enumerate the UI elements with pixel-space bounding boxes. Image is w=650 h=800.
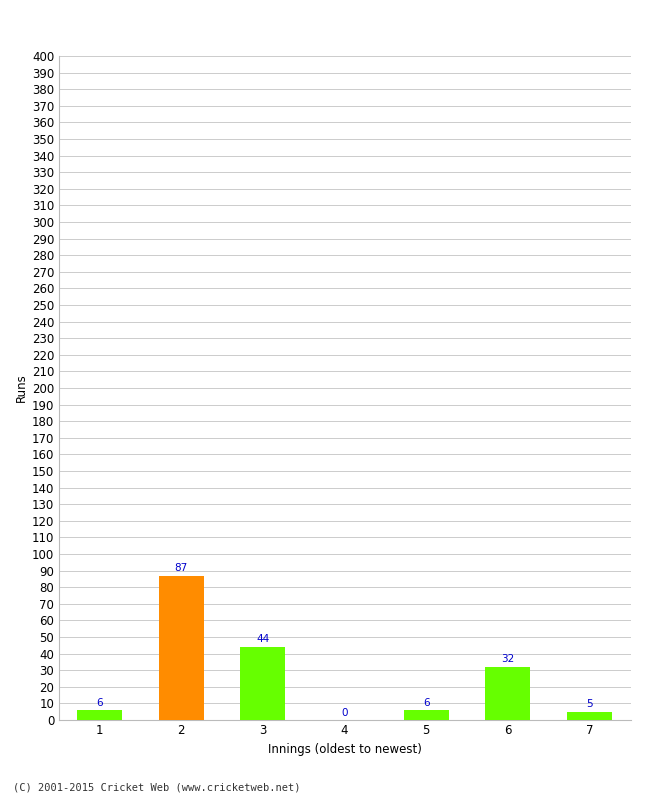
- Text: 6: 6: [96, 698, 103, 707]
- Text: 44: 44: [256, 634, 269, 645]
- Text: 6: 6: [423, 698, 430, 707]
- X-axis label: Innings (oldest to newest): Innings (oldest to newest): [268, 742, 421, 756]
- Text: 32: 32: [501, 654, 515, 664]
- Bar: [486, 667, 530, 720]
- Text: 0: 0: [341, 707, 348, 718]
- Bar: [404, 710, 448, 720]
- Y-axis label: Runs: Runs: [15, 374, 28, 402]
- Text: (C) 2001-2015 Cricket Web (www.cricketweb.net): (C) 2001-2015 Cricket Web (www.cricketwe…: [13, 782, 300, 792]
- Bar: [240, 647, 285, 720]
- Text: 5: 5: [586, 699, 593, 710]
- Text: 87: 87: [174, 563, 188, 573]
- Bar: [77, 710, 122, 720]
- Bar: [567, 712, 612, 720]
- Bar: [159, 575, 203, 720]
